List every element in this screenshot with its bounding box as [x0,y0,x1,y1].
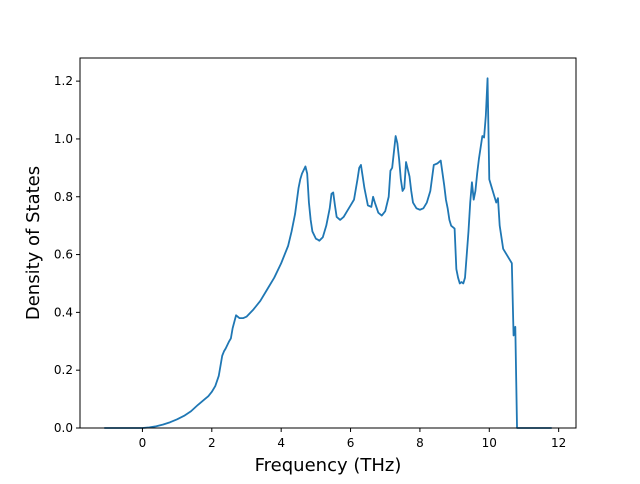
y-tick-label: 0.8 [54,190,73,204]
x-axis-ticks: 0 2 4 6 8 10 12 [139,428,566,450]
x-tick-label: 0 [139,436,147,450]
y-axis-ticks: 0.0 0.2 0.4 0.6 0.8 1.0 1.2 [54,74,80,435]
y-tick-label: 1.2 [54,74,73,88]
x-axis-label: Frequency (THz) [255,455,402,476]
y-tick-label: 0.4 [54,305,73,319]
x-tick-label: 2 [208,436,216,450]
y-tick-label: 0.6 [54,248,73,262]
axes-frame [79,57,577,429]
y-tick-label: 0.2 [54,363,73,377]
x-tick-label: 10 [482,436,497,450]
y-axis-label: Density of States [23,166,44,320]
x-tick-label: 8 [416,436,424,450]
x-tick-label: 4 [277,436,285,450]
y-tick-label: 1.0 [54,132,73,146]
x-tick-label: 12 [551,436,566,450]
plot-area [104,77,552,429]
dos-series-line [104,77,552,429]
x-tick-label: 6 [347,436,355,450]
y-tick-label: 0.0 [54,421,73,435]
